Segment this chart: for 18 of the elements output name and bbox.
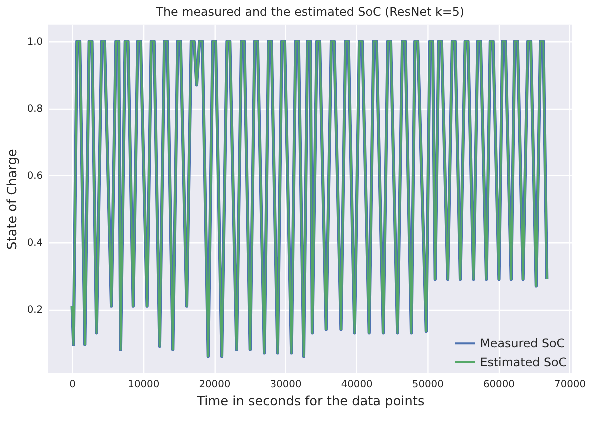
y-tick-label: 0.4 — [27, 238, 44, 250]
x-tick-label: 10000 — [128, 380, 160, 391]
x-tick-label: 20000 — [199, 380, 231, 391]
y-tick-label: 0.8 — [27, 104, 44, 116]
x-tick-label: 30000 — [270, 380, 302, 391]
y-axis-title: State of Charge — [5, 149, 20, 250]
x-tick-label: 40000 — [341, 380, 373, 391]
x-tick-label: 0 — [70, 380, 76, 391]
chart-title: The measured and the estimated SoC (ResNet k=5) — [155, 4, 465, 19]
legend-label: Measured SoC — [480, 336, 566, 351]
x-tick-label: 70000 — [554, 380, 586, 391]
y-tick-label: 0.6 — [27, 171, 44, 182]
x-tick-label: 60000 — [483, 380, 515, 391]
x-axis-title: Time in seconds for the data points — [196, 394, 425, 410]
x-tick-label: 50000 — [412, 380, 444, 391]
legend-label: Estimated SoC — [480, 355, 568, 370]
y-tick-label: 1.0 — [27, 37, 44, 48]
y-tick-label: 0.2 — [27, 305, 44, 316]
